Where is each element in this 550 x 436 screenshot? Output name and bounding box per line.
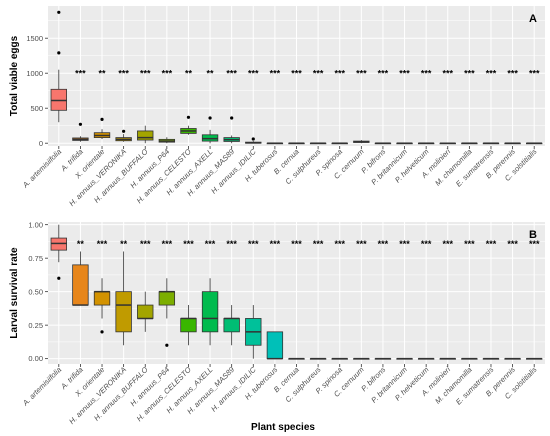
significance-label: *** bbox=[162, 69, 173, 79]
outlier-point bbox=[186, 115, 191, 119]
box-7 bbox=[180, 318, 197, 333]
panel-label: B bbox=[529, 229, 537, 241]
significance-label: *** bbox=[421, 69, 432, 79]
significance-label: *** bbox=[529, 239, 540, 249]
outlier-point bbox=[165, 343, 169, 347]
significance-label: *** bbox=[378, 239, 389, 249]
outlier-point bbox=[230, 116, 234, 120]
panel-label: A bbox=[529, 13, 537, 25]
significance-label: *** bbox=[529, 69, 540, 79]
significance-label: *** bbox=[226, 239, 237, 249]
significance-label: *** bbox=[270, 239, 281, 249]
box-8 bbox=[201, 291, 219, 333]
significance-label: *** bbox=[291, 69, 302, 79]
significance-label: *** bbox=[486, 69, 497, 79]
significance-label: *** bbox=[399, 239, 410, 249]
box-2 bbox=[72, 264, 89, 306]
significance-label: *** bbox=[356, 239, 367, 249]
significance-label: *** bbox=[507, 239, 518, 249]
y-tick-label: 500 bbox=[30, 104, 43, 113]
significance-label: *** bbox=[162, 239, 173, 249]
significance-label: *** bbox=[399, 69, 410, 79]
significance-label: *** bbox=[464, 69, 475, 79]
significance-label: *** bbox=[75, 69, 86, 79]
significance-label: *** bbox=[270, 69, 281, 79]
significance-label: *** bbox=[226, 69, 237, 79]
significance-label: ** bbox=[120, 239, 128, 249]
outlier-point bbox=[100, 330, 104, 334]
outlier-point bbox=[251, 137, 255, 141]
box-11 bbox=[266, 331, 284, 360]
significance-label: *** bbox=[183, 239, 194, 249]
outlier-point bbox=[78, 122, 83, 126]
significance-label: *** bbox=[97, 239, 108, 249]
y-axis-title: Total viable eggs bbox=[9, 35, 20, 116]
significance-label: *** bbox=[248, 69, 259, 79]
outlier-point bbox=[57, 276, 61, 280]
significance-label: *** bbox=[118, 69, 129, 79]
y-tick-label: 0 bbox=[39, 139, 43, 148]
significance-label: *** bbox=[507, 69, 518, 79]
significance-label: *** bbox=[421, 239, 432, 249]
y-tick-label: 1.00 bbox=[28, 220, 43, 229]
significance-label: *** bbox=[313, 69, 324, 79]
significance-label: *** bbox=[334, 69, 345, 79]
outlier-point bbox=[122, 129, 126, 133]
significance-label: *** bbox=[443, 69, 454, 79]
panel-a: 0 500 1000 1500 Total viable eggs A A. artemis… bbox=[9, 6, 545, 208]
y-tick-label: 0.50 bbox=[28, 287, 43, 296]
outlier-point bbox=[208, 116, 212, 120]
outlier-point bbox=[57, 10, 61, 14]
significance-label: *** bbox=[356, 69, 367, 79]
significance-label: *** bbox=[464, 239, 475, 249]
significance-label: *** bbox=[291, 239, 302, 249]
significance-label: ** bbox=[185, 69, 193, 79]
y-tick-label: 1500 bbox=[26, 34, 43, 43]
significance-label: ** bbox=[207, 69, 215, 79]
significance-label: *** bbox=[248, 239, 259, 249]
y-tick-label: 1000 bbox=[26, 69, 43, 78]
panel-b: 0.00 0.25 0.50 0.75 1.00 Larval survival rate… bbox=[9, 220, 545, 426]
outlier-point bbox=[57, 51, 61, 55]
significance-label: *** bbox=[313, 239, 324, 249]
y-tick-label: 0.00 bbox=[28, 354, 43, 363]
significance-label: *** bbox=[378, 69, 389, 79]
significance-label: ** bbox=[99, 69, 107, 79]
significance-label: *** bbox=[205, 239, 216, 249]
box-5 bbox=[137, 304, 154, 319]
box-9 bbox=[223, 318, 240, 333]
outlier-point bbox=[100, 117, 104, 121]
x-tick-label: A. artemisiifolia bbox=[20, 147, 63, 190]
significance-label: *** bbox=[140, 69, 151, 79]
y-axis-title: Larval survival rate bbox=[9, 247, 20, 339]
box-4 bbox=[115, 291, 132, 333]
x-axis-title: Plant species bbox=[251, 422, 315, 433]
box-6 bbox=[158, 291, 176, 306]
significance-label: *** bbox=[140, 239, 151, 249]
y-tick-label: 0.75 bbox=[28, 254, 43, 263]
box-3 bbox=[93, 291, 111, 306]
x-tick-label: A. artemisiifolia bbox=[20, 365, 63, 408]
significance-label: ** bbox=[77, 239, 85, 249]
significance-label: *** bbox=[443, 239, 454, 249]
box-5 bbox=[137, 130, 154, 141]
y-tick-label: 0.25 bbox=[28, 321, 43, 330]
significance-label: *** bbox=[486, 239, 497, 249]
significance-label: *** bbox=[334, 239, 345, 249]
